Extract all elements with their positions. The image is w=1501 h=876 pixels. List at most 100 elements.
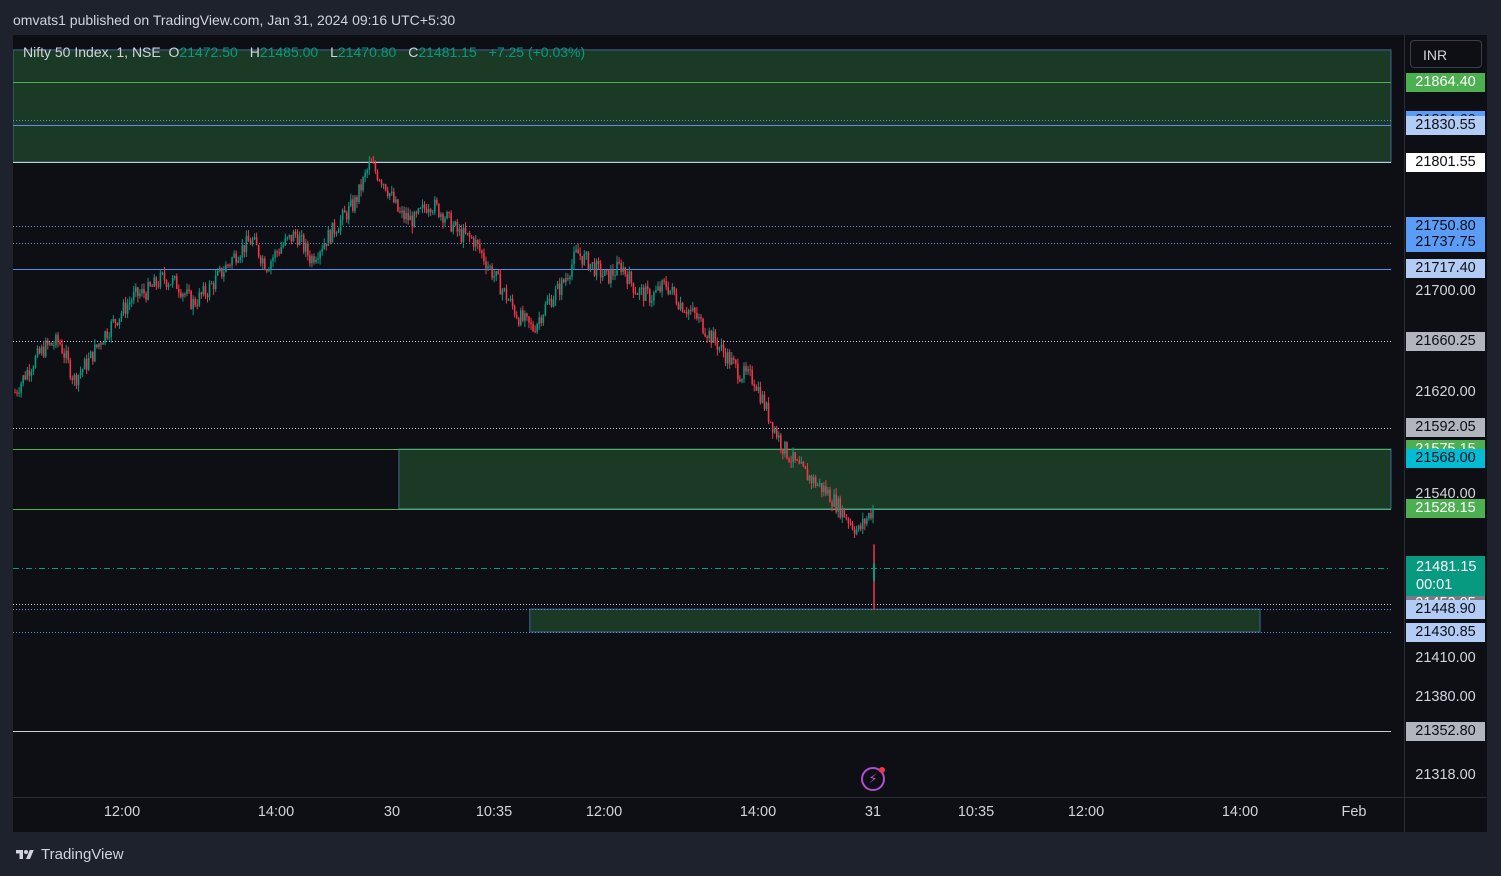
candle-body bbox=[356, 197, 358, 202]
candle-body bbox=[264, 258, 266, 270]
candle-body bbox=[436, 199, 438, 204]
candle-body bbox=[530, 322, 532, 325]
candle-body bbox=[147, 282, 149, 300]
zone-box-0 bbox=[13, 49, 1392, 163]
candle-body bbox=[401, 210, 403, 213]
candle-body bbox=[405, 212, 407, 220]
candle-body bbox=[137, 287, 139, 297]
candle-body bbox=[470, 236, 473, 238]
candle-body bbox=[14, 392, 16, 394]
candle-body bbox=[585, 252, 588, 255]
candle-body bbox=[243, 245, 246, 253]
candle-body bbox=[358, 184, 360, 202]
price-level-label: 21528.15 bbox=[1406, 499, 1485, 519]
candle-body bbox=[618, 261, 620, 264]
candle-body bbox=[163, 272, 166, 281]
candle-body bbox=[808, 475, 811, 481]
candle-body bbox=[237, 260, 240, 263]
candle-body bbox=[120, 313, 123, 319]
time-tick-label: 30 bbox=[383, 804, 401, 820]
candle-body bbox=[745, 366, 747, 372]
price-tick-label: 21380.00 bbox=[1415, 688, 1476, 705]
candle-body bbox=[659, 286, 661, 292]
candle-body bbox=[251, 239, 254, 245]
candle-body bbox=[331, 222, 334, 243]
candle-body bbox=[333, 222, 336, 234]
candle-body bbox=[540, 317, 543, 323]
candle-body bbox=[167, 284, 170, 287]
candle-body bbox=[128, 302, 131, 305]
candle-body bbox=[247, 235, 250, 242]
candle-body bbox=[395, 199, 397, 203]
candle-body bbox=[42, 346, 45, 357]
candle-body bbox=[362, 177, 364, 191]
candle-body bbox=[691, 307, 694, 311]
candle-body bbox=[372, 162, 375, 164]
candle-body bbox=[135, 287, 137, 292]
candle-body bbox=[180, 292, 182, 297]
symbol-title: Nifty 50 Index, 1, NSE bbox=[23, 44, 161, 60]
candle-body bbox=[655, 290, 657, 293]
candle-body bbox=[737, 363, 739, 380]
time-tick-label: 31 bbox=[864, 804, 882, 820]
close-key: C bbox=[408, 44, 419, 60]
candle-body bbox=[26, 370, 29, 380]
candle-body bbox=[386, 190, 389, 197]
candle-body bbox=[814, 477, 817, 486]
candle-body bbox=[485, 261, 487, 269]
candle-body bbox=[288, 234, 291, 238]
candle-body bbox=[114, 319, 117, 323]
candle-body bbox=[806, 468, 809, 481]
candle-body bbox=[704, 333, 706, 337]
candle-body bbox=[85, 359, 88, 370]
candle-body bbox=[773, 428, 776, 433]
candle-body bbox=[765, 402, 768, 410]
candle-body bbox=[741, 379, 743, 382]
lightning-icon[interactable]: ⚡ bbox=[861, 767, 885, 791]
candle-body bbox=[18, 392, 20, 394]
candle-body bbox=[587, 252, 590, 270]
candle-body bbox=[577, 249, 579, 254]
candle-body bbox=[294, 231, 297, 235]
candle-body bbox=[775, 428, 778, 438]
candle-body bbox=[335, 232, 338, 234]
candle-body bbox=[536, 323, 538, 332]
zone-box-2 bbox=[529, 608, 1261, 633]
candle-body bbox=[309, 255, 311, 264]
candle-body bbox=[272, 257, 274, 262]
candle-body bbox=[87, 357, 90, 370]
price-chart[interactable] bbox=[13, 35, 1487, 832]
candle-body bbox=[139, 293, 141, 297]
candle-body bbox=[122, 302, 125, 314]
candle-body bbox=[393, 191, 395, 203]
candle-body bbox=[319, 251, 321, 259]
candle-body bbox=[790, 461, 792, 463]
candle-body bbox=[712, 331, 715, 343]
candle-body bbox=[116, 322, 119, 326]
candle-body bbox=[159, 273, 162, 287]
candle-body bbox=[628, 271, 631, 284]
candle-body bbox=[614, 275, 616, 277]
candle-body bbox=[624, 267, 627, 275]
open-value: 21472.50 bbox=[179, 44, 238, 60]
candle-body bbox=[49, 342, 51, 345]
currency-button[interactable]: INR bbox=[1410, 40, 1482, 68]
price-tick-label: 21410.00 bbox=[1415, 650, 1476, 667]
footer-brand[interactable]: TradingView bbox=[13, 845, 124, 865]
candle-body bbox=[32, 367, 35, 372]
candle-body bbox=[794, 452, 796, 460]
candle-body bbox=[495, 271, 498, 276]
candle-body bbox=[40, 346, 43, 354]
candle-body bbox=[255, 237, 258, 246]
candle-body bbox=[726, 352, 729, 364]
candle-body bbox=[698, 317, 700, 319]
candle-body bbox=[259, 256, 262, 264]
chart-area[interactable]: Nifty 50 Index, 1, NSE O21472.50 H21485.… bbox=[13, 35, 1487, 832]
candle-body bbox=[597, 260, 600, 264]
candle-body bbox=[466, 232, 469, 234]
candle-body bbox=[28, 370, 31, 376]
candle-body bbox=[634, 292, 637, 294]
candle-body bbox=[638, 288, 641, 295]
candle-body bbox=[81, 369, 84, 373]
candle-body bbox=[229, 264, 231, 266]
